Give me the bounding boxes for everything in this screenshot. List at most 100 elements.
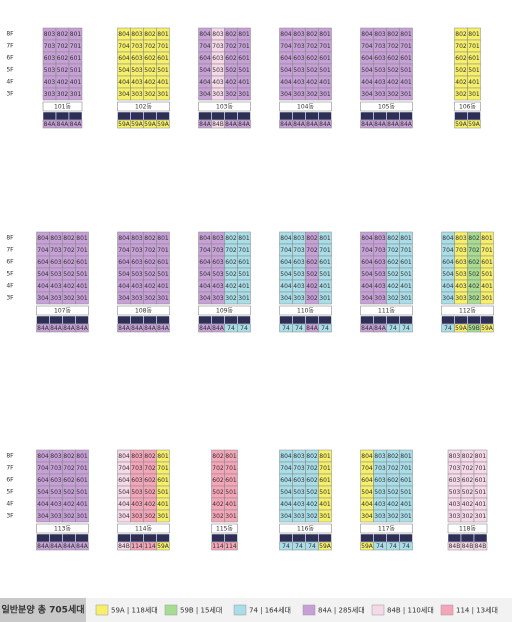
unit-number: 601	[475, 477, 487, 484]
unit-number: 701	[238, 247, 250, 254]
unit-number: 603	[374, 477, 386, 484]
type-box	[237, 323, 251, 333]
unit-number: 702	[387, 247, 399, 254]
type-label: 74	[295, 325, 303, 332]
line-label: 1호	[320, 535, 330, 542]
unit-number: 704	[280, 465, 292, 472]
unit-number: 802	[387, 235, 399, 242]
type-label: 59A	[319, 543, 332, 550]
unit-number: 603	[293, 477, 305, 484]
unit-number: 603	[131, 55, 143, 62]
unit-number: 402	[225, 79, 237, 86]
line-label: 1호	[401, 317, 411, 324]
building-name: 109동	[216, 308, 233, 315]
line-label: 4호	[200, 317, 210, 324]
unit-number: 502	[387, 489, 399, 496]
unit-number: 703	[374, 43, 386, 50]
unit-number: 503	[374, 271, 386, 278]
unit-number: 601	[468, 55, 480, 62]
line-label: 2호	[456, 113, 466, 120]
line-label: 1호	[239, 113, 249, 120]
unit-number: 404	[361, 501, 373, 508]
line-label: 1호	[71, 113, 81, 120]
unit-number: 601	[157, 259, 169, 266]
unit-number: 404	[37, 283, 49, 290]
building-name-box	[279, 305, 332, 316]
line-label: 4호	[200, 113, 210, 120]
building-name-box	[198, 305, 251, 316]
type-label: 84A	[238, 121, 251, 128]
unit-number: 404	[280, 79, 292, 86]
legend-title-box	[0, 598, 86, 622]
unit-number: 504	[280, 489, 292, 496]
type-label: 84B	[212, 121, 224, 128]
unit-number: 403	[293, 283, 305, 290]
unit-number: 503	[50, 271, 62, 278]
unit-number: 503	[131, 489, 143, 496]
unit-number: 301	[319, 513, 331, 520]
type-box	[237, 119, 251, 129]
unit-number: 704	[118, 465, 130, 472]
legend-swatch	[164, 604, 178, 616]
unit-cell	[156, 291, 170, 305]
unit-number: 402	[462, 501, 474, 508]
line-label: 1호	[158, 535, 168, 542]
unit-number: 704	[361, 465, 373, 472]
type-box	[156, 323, 170, 333]
type-label: 74	[282, 543, 290, 550]
line-label: 3호	[294, 113, 304, 120]
unit-number: 302	[144, 295, 156, 302]
unit-number: 503	[293, 489, 305, 496]
unit-number: 402	[306, 501, 318, 508]
type-label: 84B	[118, 543, 130, 550]
line-label: 1호	[320, 317, 330, 324]
building-name-box	[117, 305, 170, 316]
unit-number: 401	[475, 501, 487, 508]
unit-number: 803	[212, 31, 224, 38]
unit-number: 701	[481, 247, 493, 254]
unit-number: 303	[455, 295, 467, 302]
unit-number: 702	[455, 43, 467, 50]
unit-number: 403	[455, 283, 467, 290]
unit-number: 302	[306, 295, 318, 302]
unit-number: 304	[37, 295, 49, 302]
unit-cell	[68, 87, 83, 101]
unit-number: 601	[157, 477, 169, 484]
floor-label: 5F	[6, 489, 14, 496]
type-label: 84A	[50, 543, 63, 550]
type-label: 84B	[449, 543, 461, 550]
building-name-box	[198, 101, 251, 112]
floor-label: 7F	[6, 43, 14, 50]
building-name: 112동	[459, 308, 476, 315]
unit-number: 401	[76, 283, 88, 290]
unit-number: 804	[361, 453, 373, 460]
unit-number: 501	[238, 67, 250, 74]
unit-number: 801	[319, 31, 331, 38]
building-name: 113동	[54, 526, 71, 533]
unit-number: 804	[199, 235, 211, 242]
unit-number: 504	[37, 489, 49, 496]
unit-number: 302	[462, 513, 474, 520]
line-label: 2호	[145, 113, 155, 120]
unit-cell	[480, 291, 494, 305]
legend-label: 84B | 110세대	[387, 606, 434, 615]
building-name: 101동	[54, 104, 71, 111]
unit-number: 804	[361, 31, 373, 38]
unit-number: 502	[212, 489, 224, 496]
unit-number: 604	[442, 259, 454, 266]
type-label: 74	[389, 325, 397, 332]
unit-number: 504	[361, 67, 373, 74]
unit-cell	[399, 509, 413, 523]
type-label: 84A	[374, 121, 387, 128]
unit-cell	[237, 87, 251, 101]
unit-number: 801	[475, 453, 487, 460]
unit-number: 701	[157, 247, 169, 254]
unit-number: 404	[118, 501, 130, 508]
unit-number: 304	[361, 513, 373, 520]
unit-number: 501	[400, 271, 412, 278]
type-label: 59A	[468, 121, 481, 128]
type-label: 84A	[131, 325, 144, 332]
building-name: 117동	[378, 526, 395, 533]
building-name-box	[360, 305, 413, 316]
